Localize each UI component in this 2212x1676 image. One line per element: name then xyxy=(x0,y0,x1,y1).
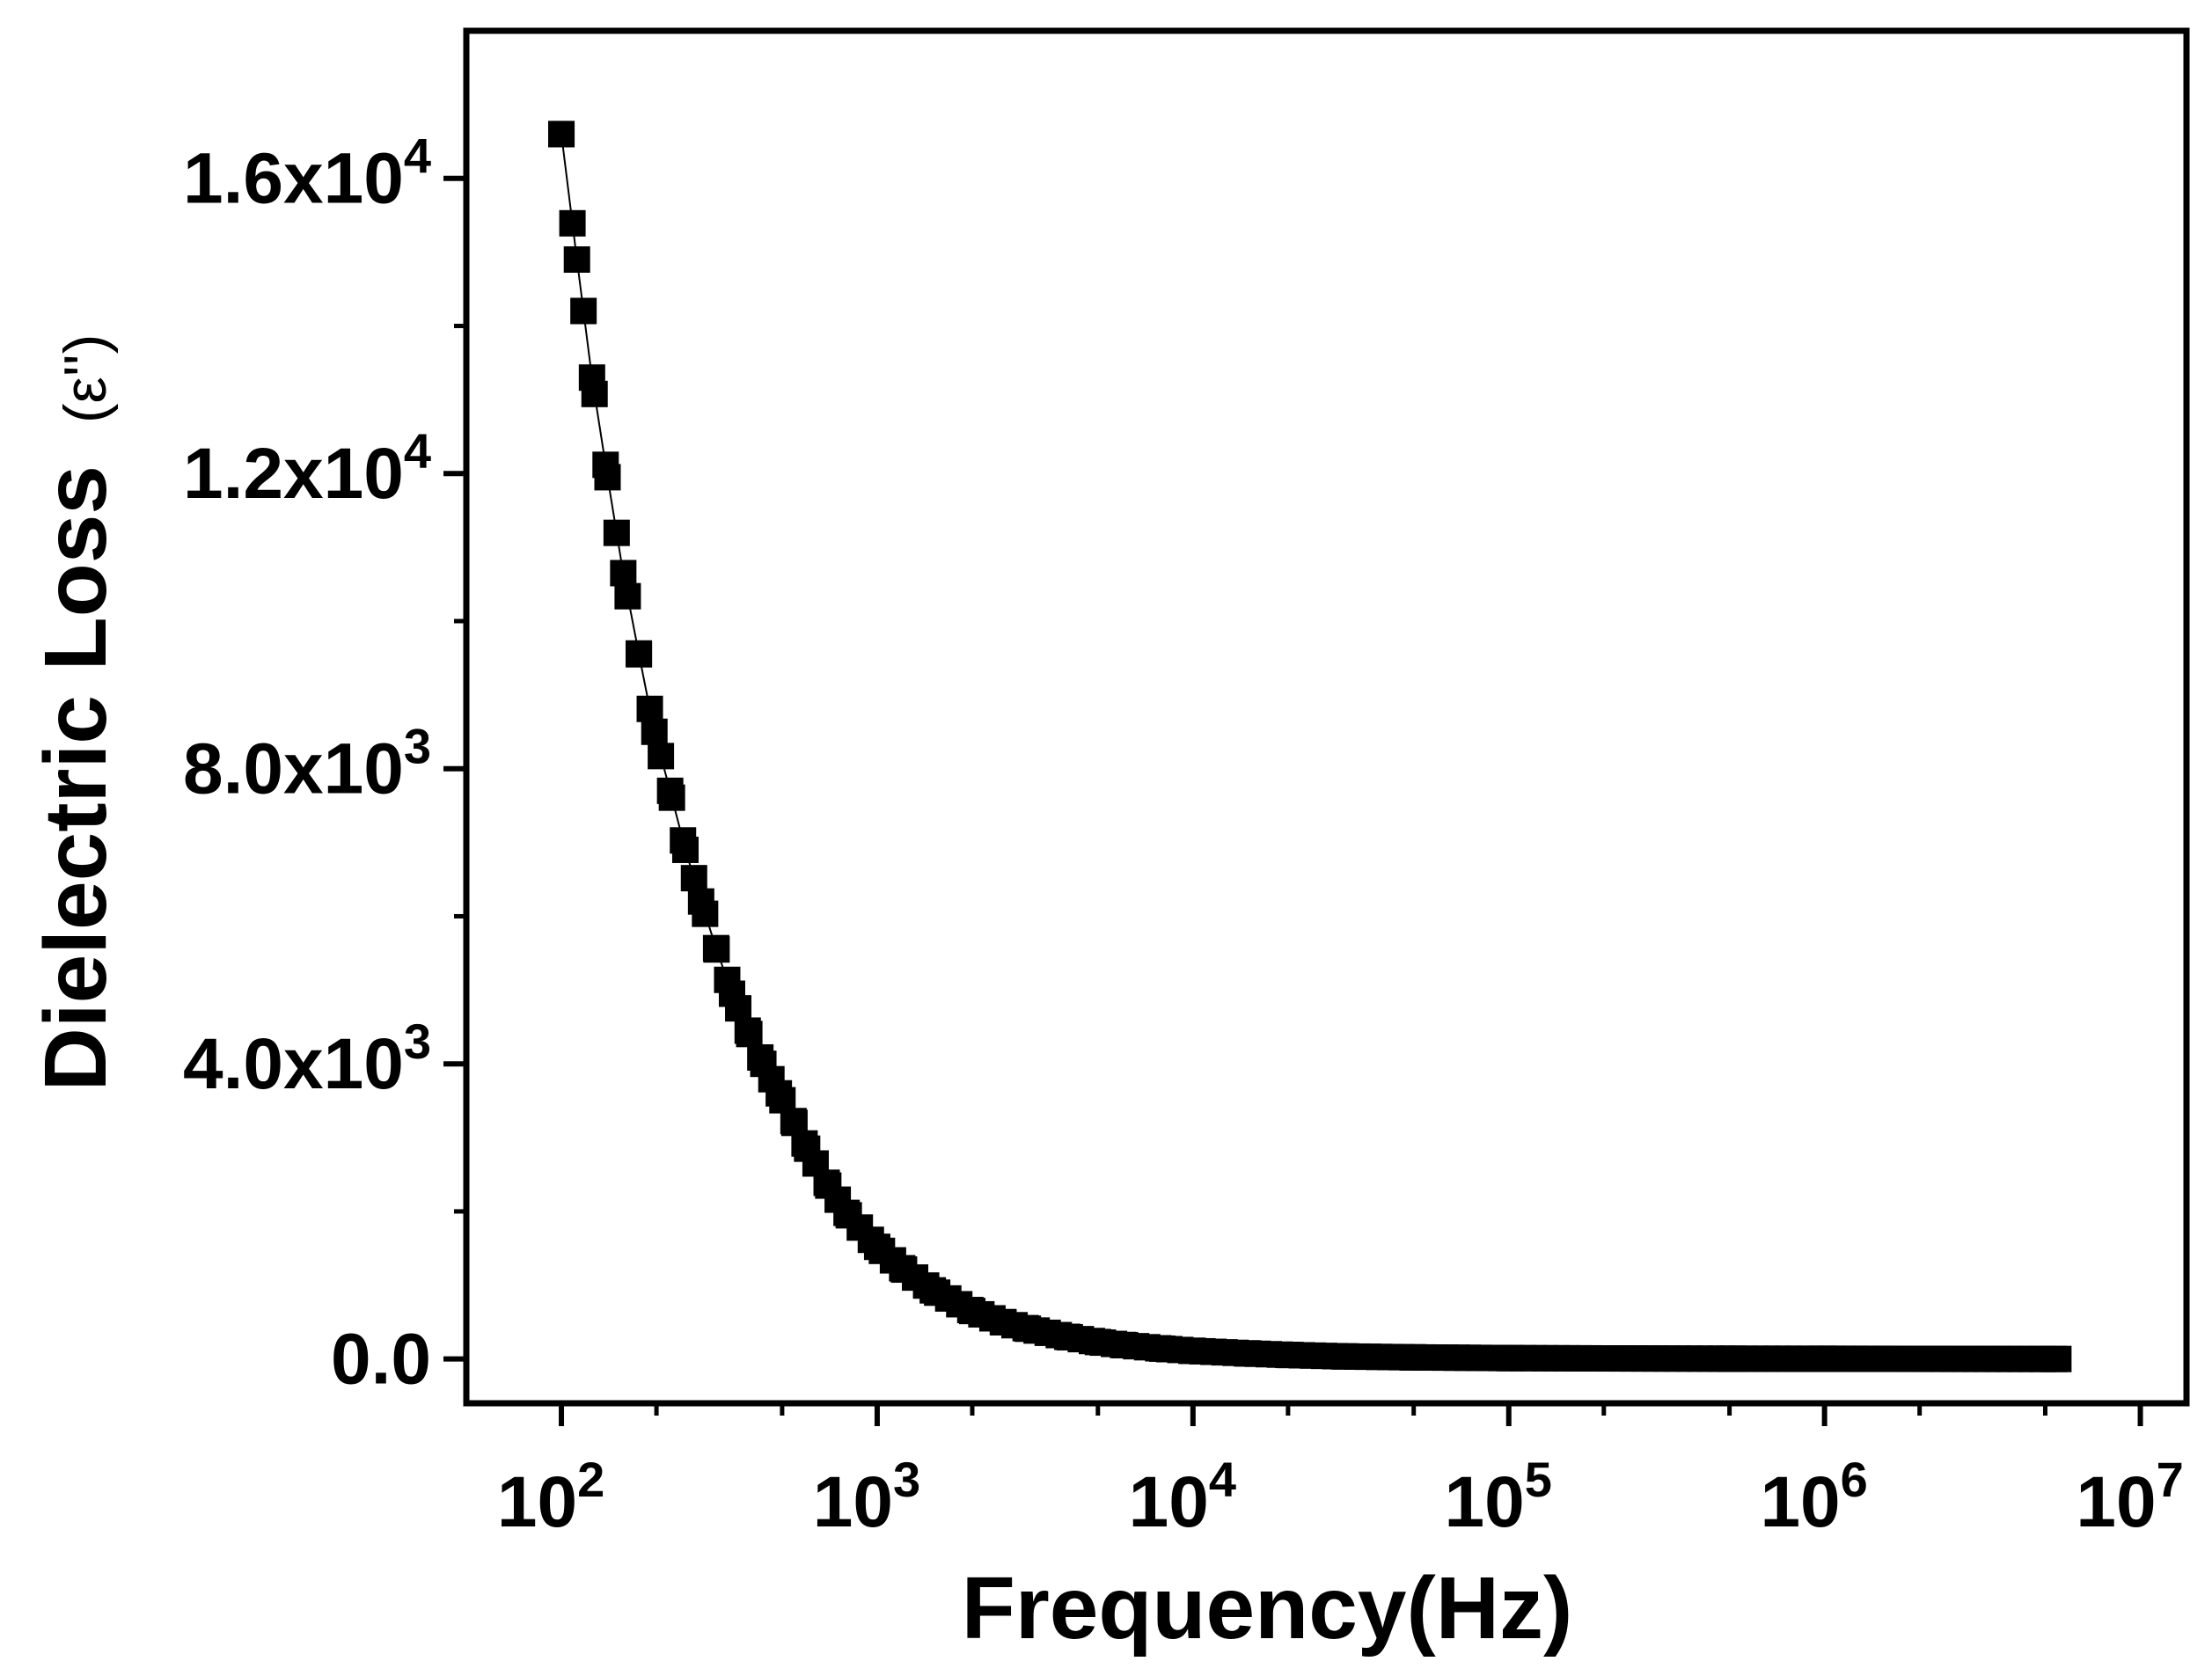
data-point-fill xyxy=(592,451,619,479)
data-point-fill xyxy=(581,380,608,407)
y-tick-label: 4.0x103 xyxy=(183,1014,431,1104)
data-point-fill xyxy=(658,784,685,811)
data-point-fill xyxy=(780,1108,807,1135)
y-tick-label: 1.2x104 xyxy=(183,423,431,514)
data-point xyxy=(641,718,668,745)
x-tick-label: 106 xyxy=(1760,1452,1867,1542)
data-point-fill xyxy=(670,827,697,854)
x-tick-label: 102 xyxy=(497,1452,604,1542)
data-point-fill xyxy=(603,519,630,546)
data-point-fill xyxy=(548,121,575,148)
x-tick-label: 103 xyxy=(813,1452,920,1542)
data-point-fill xyxy=(692,900,719,927)
plot-frame xyxy=(463,27,2190,1407)
data-point-fill xyxy=(680,865,707,892)
y-axis-title: Dielectric Loss (ε'') xyxy=(26,334,125,1092)
x-axis-title: Frequency(Hz) xyxy=(962,1559,1573,1658)
data-point-fill xyxy=(714,966,741,993)
data-point-fill xyxy=(725,995,752,1022)
y-axis-title-unit: (ε'') xyxy=(52,334,119,424)
data-point-fill xyxy=(559,209,586,237)
data-point-fill xyxy=(570,297,597,325)
data-point-fill xyxy=(2040,1345,2067,1372)
data-point-fill xyxy=(614,582,641,610)
data-point-fill xyxy=(625,640,652,667)
y-axis-title-main: Dielectric Loss xyxy=(26,465,125,1091)
y-tick-label: 8.0x103 xyxy=(183,719,431,809)
data-point-fill xyxy=(648,743,675,770)
x-tick-label: 104 xyxy=(1129,1452,1236,1542)
y-tick-label: 0.0 xyxy=(331,1320,431,1400)
data-point-fill xyxy=(736,1021,763,1048)
y-tick-label: 1.6x104 xyxy=(183,128,431,219)
data-point xyxy=(610,560,637,587)
data-point-fill xyxy=(702,934,729,962)
x-tick-label: 105 xyxy=(1445,1452,1552,1542)
x-tick-label: 107 xyxy=(2076,1452,2183,1542)
plot-area xyxy=(548,121,2072,1372)
data-point xyxy=(563,246,590,273)
data-point-fill xyxy=(636,695,663,722)
y-axis: 0.0 4.0x103 8.0x103 1.2x104 1.6x104 xyxy=(183,128,466,1400)
